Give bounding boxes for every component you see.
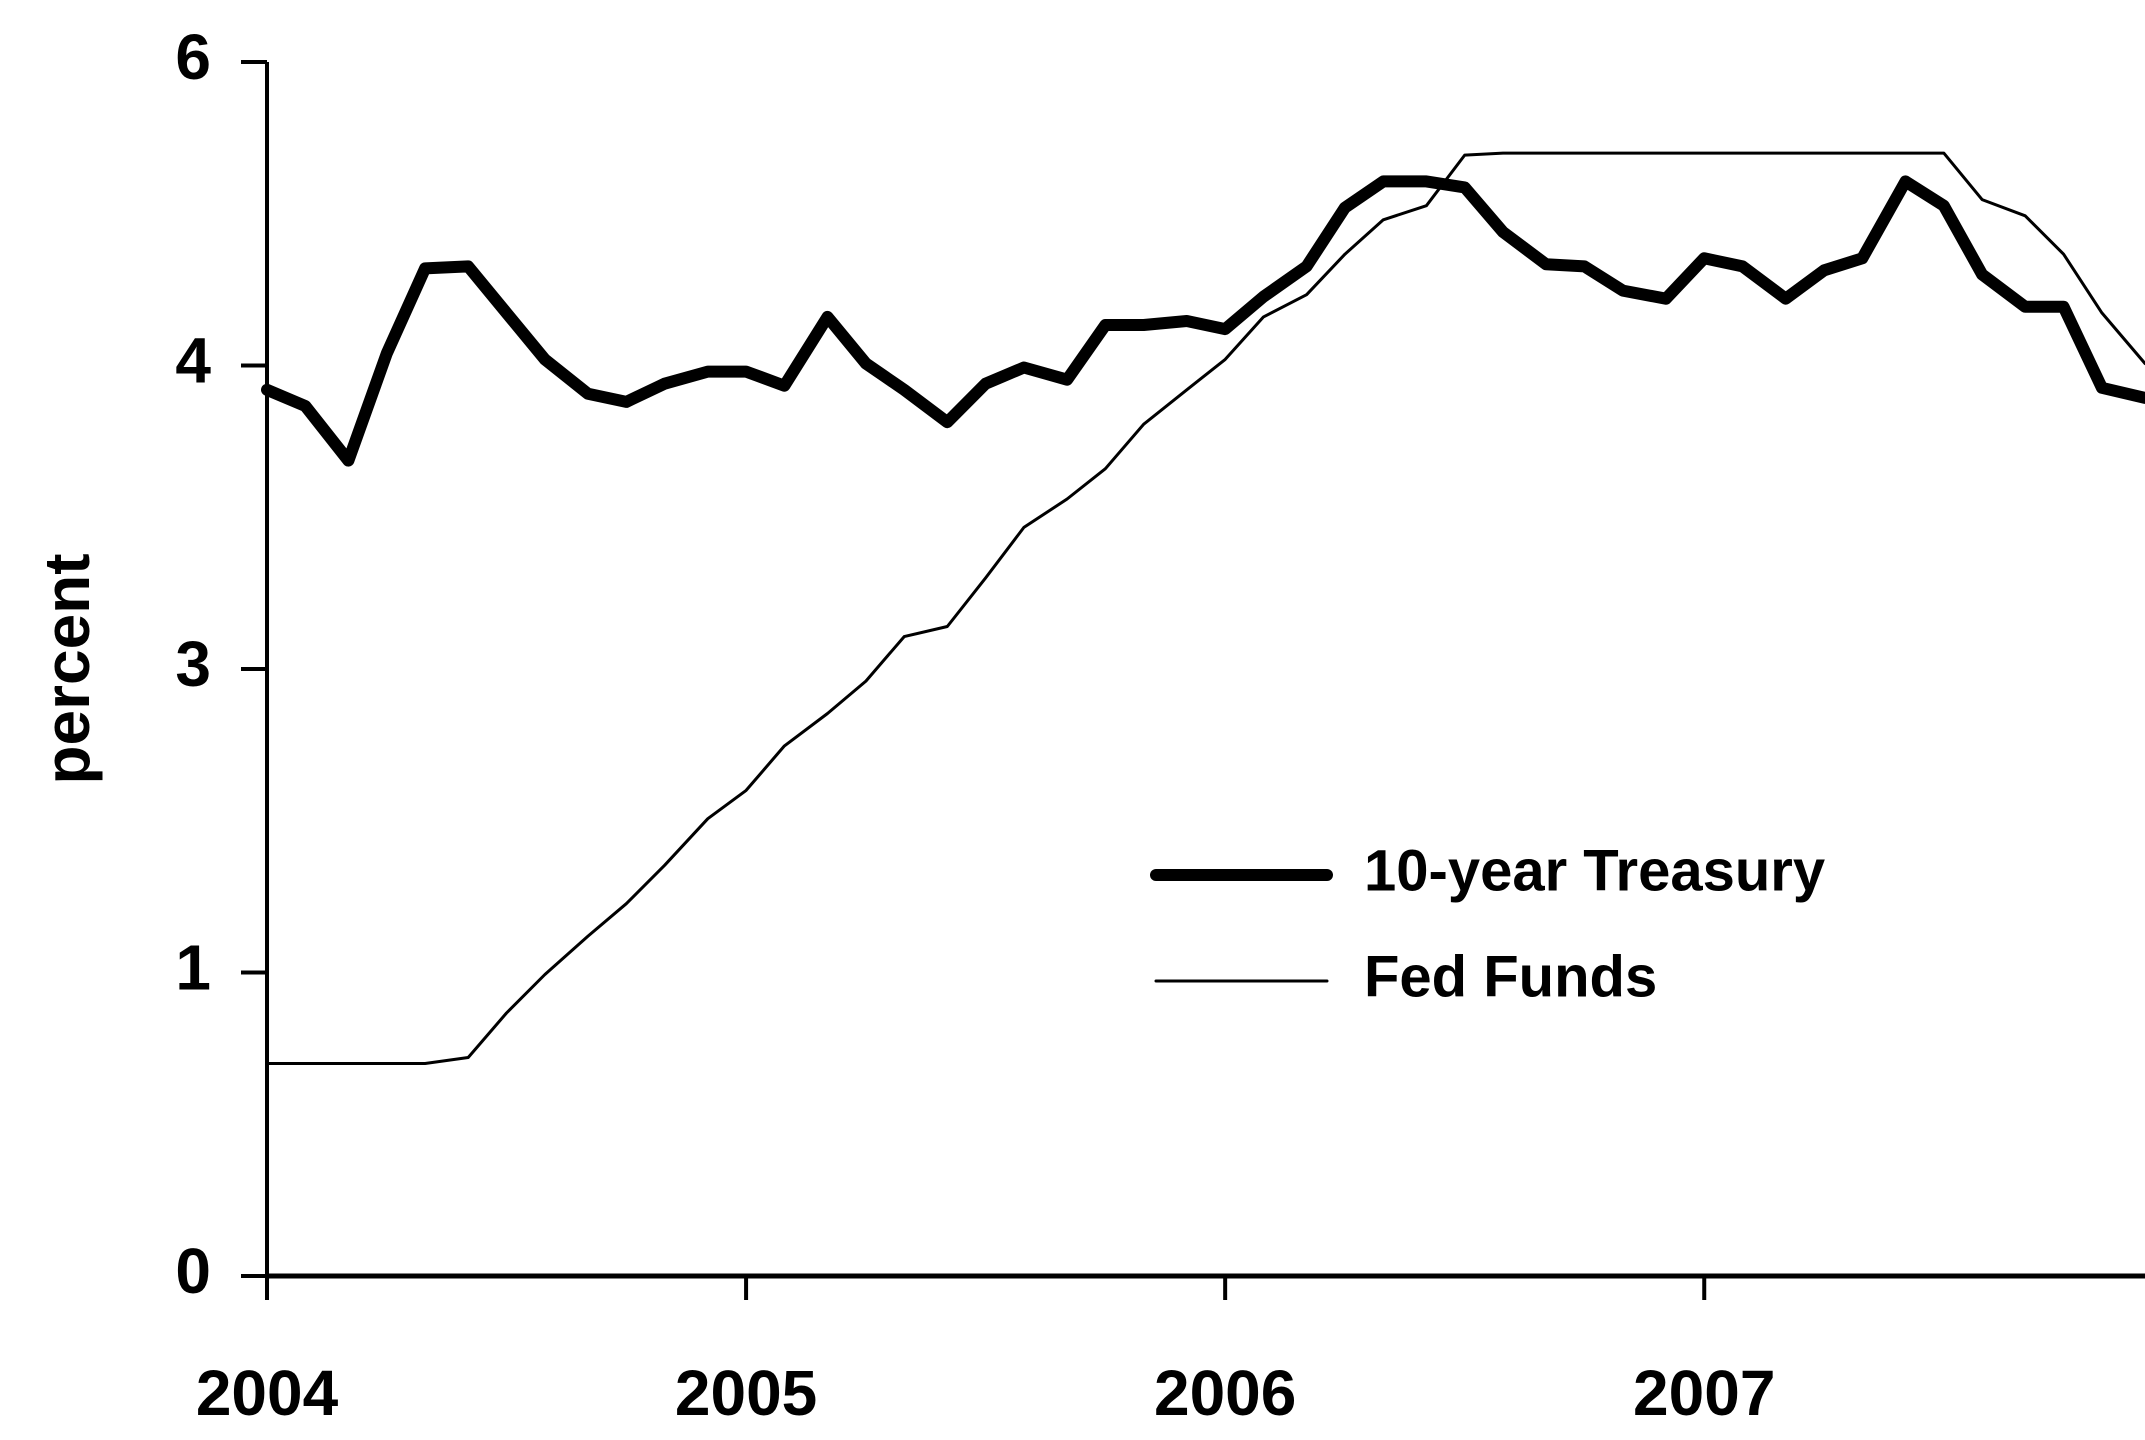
y-tick-label: 1 xyxy=(175,931,211,1003)
legend-label: Fed Funds xyxy=(1364,944,1657,1009)
x-tick-label: 2006 xyxy=(1154,1357,1296,1429)
y-tick-label: 3 xyxy=(175,628,211,700)
x-tick-label: 2005 xyxy=(675,1357,817,1429)
series-line xyxy=(265,151,2145,1065)
y-tick-label: 0 xyxy=(175,1235,211,1307)
y-axis-label: percent xyxy=(31,553,103,784)
x-tick-label: 2007 xyxy=(1633,1357,1775,1429)
series-line xyxy=(261,175,2145,467)
y-tick-label: 6 xyxy=(175,21,211,93)
legend-label: 10-year Treasury xyxy=(1364,838,1825,903)
y-tick-label: 4 xyxy=(175,324,211,396)
x-tick-label: 2004 xyxy=(196,1357,339,1429)
